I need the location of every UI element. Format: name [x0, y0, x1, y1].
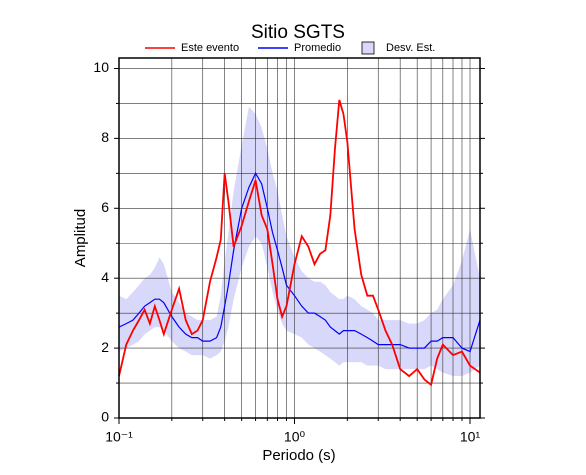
x-tick-label: 10¹: [460, 429, 481, 445]
plot-frame: [118, 57, 481, 419]
legend-label: Desv. Est.: [386, 42, 435, 54]
x-axis-label: Periodo (s): [262, 447, 335, 464]
legend-label: Este evento: [181, 42, 239, 54]
y-tick-label: 0: [101, 409, 109, 425]
chart-title: Sitio SGTS: [251, 22, 345, 43]
y-tick-label: 8: [101, 129, 109, 145]
x-tick-label: 10⁻¹: [105, 429, 133, 445]
y-tick-label: 10: [93, 59, 109, 75]
y-tick-label: 4: [101, 269, 109, 285]
y-axis-label: Amplitud: [72, 209, 89, 267]
x-tick-label: 10⁰: [284, 429, 306, 445]
std-band: [119, 106, 480, 377]
legend-label: Promedio: [294, 42, 341, 54]
legend-swatch: [361, 41, 375, 55]
series-line: [118, 172, 481, 353]
y-tick-label: 6: [101, 199, 109, 215]
series-line: [118, 99, 481, 387]
y-tick-label: 2: [101, 339, 109, 355]
